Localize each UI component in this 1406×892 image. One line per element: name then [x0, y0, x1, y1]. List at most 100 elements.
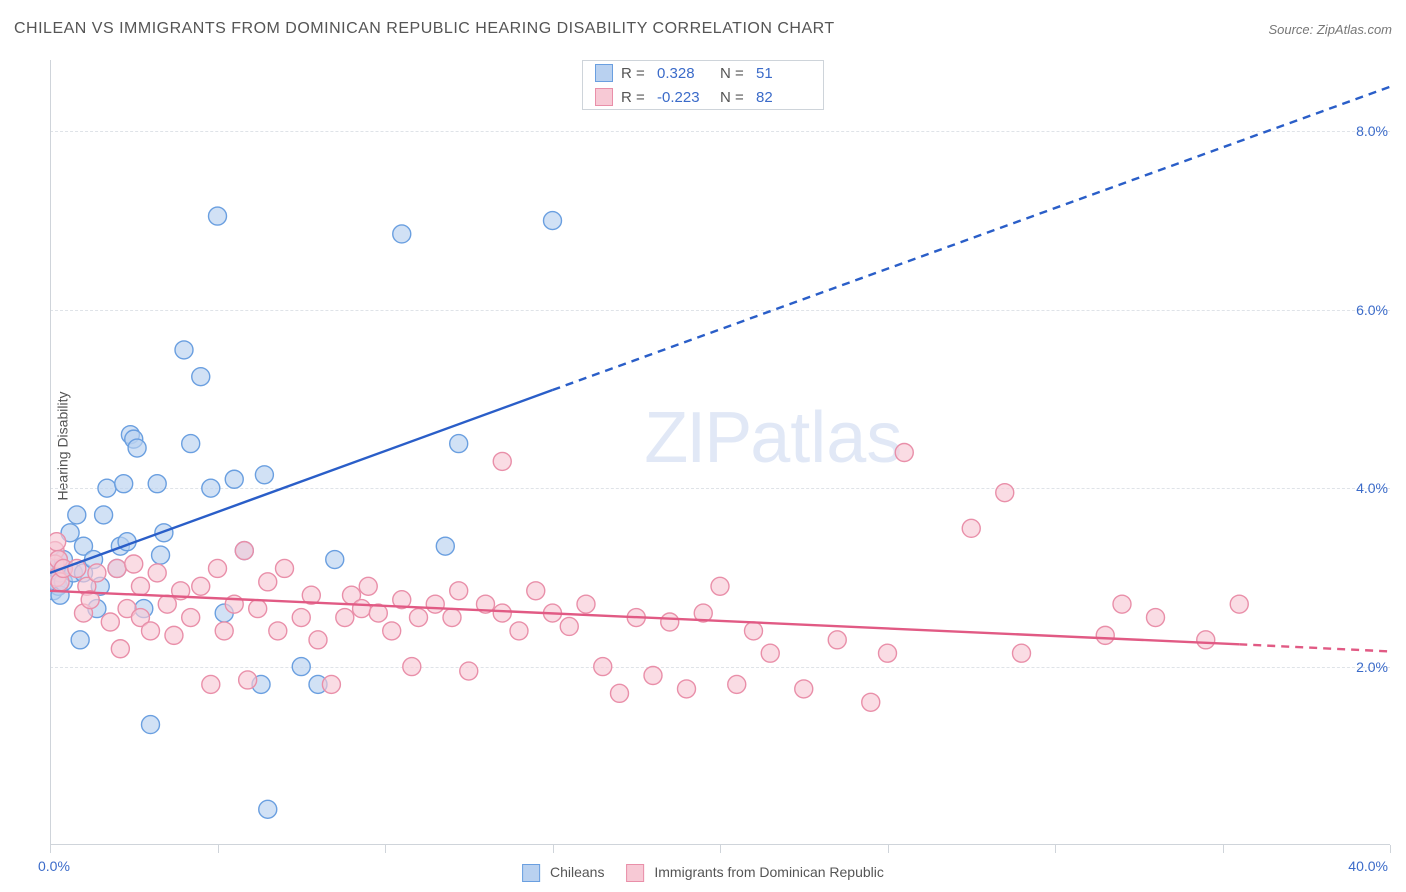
scatter-point [1013, 644, 1031, 662]
legend-swatch-chileans [595, 64, 613, 82]
scatter-point [450, 435, 468, 453]
scatter-point [202, 479, 220, 497]
scatter-point [895, 444, 913, 462]
scatter-point [128, 439, 146, 457]
scatter-point [50, 533, 66, 551]
scatter-point [158, 595, 176, 613]
x-tick [218, 845, 219, 853]
scatter-point [577, 595, 595, 613]
x-axis-max-label: 40.0% [1348, 858, 1388, 874]
scatter-point [309, 631, 327, 649]
scatter-point [255, 466, 273, 484]
scatter-point [131, 577, 149, 595]
chart-container: CHILEAN VS IMMIGRANTS FROM DOMINICAN REP… [0, 0, 1406, 892]
scatter-point [142, 622, 160, 640]
chart-title: CHILEAN VS IMMIGRANTS FROM DOMINICAN REP… [14, 20, 835, 38]
scatter-point [152, 546, 170, 564]
scatter-point [544, 212, 562, 230]
x-tick [50, 845, 51, 853]
scatter-point [443, 609, 461, 627]
legend-n-label: N = [720, 65, 748, 82]
scatter-point [510, 622, 528, 640]
scatter-point [142, 716, 160, 734]
scatter-point [711, 577, 729, 595]
scatter-point [326, 551, 344, 569]
scatter-point [862, 693, 880, 711]
x-tick [1223, 845, 1224, 853]
scatter-point [68, 506, 86, 524]
scatter-point [95, 506, 113, 524]
source-label: Source: ZipAtlas.com [1268, 22, 1392, 37]
scatter-point [209, 559, 227, 577]
scatter-point [249, 600, 267, 618]
x-tick [1390, 845, 1391, 853]
scatter-point [359, 577, 377, 595]
scatter-point [611, 684, 629, 702]
legend-stats-box: R = 0.328 N = 51 R = -0.223 N = 82 [582, 60, 824, 110]
x-tick [385, 845, 386, 853]
scatter-point [276, 559, 294, 577]
scatter-point [88, 564, 106, 582]
legend-r-value: 0.328 [657, 65, 712, 82]
x-tick [720, 845, 721, 853]
scatter-point [436, 537, 454, 555]
scatter-point [202, 675, 220, 693]
scatter-point [192, 368, 210, 386]
legend-r-value: -0.223 [657, 89, 712, 106]
trend-line-dash [553, 87, 1391, 390]
scatter-point [1113, 595, 1131, 613]
scatter-point [182, 609, 200, 627]
x-axis-min-label: 0.0% [38, 858, 70, 874]
scatter-point [594, 658, 612, 676]
scatter-point [450, 582, 468, 600]
chart-svg [50, 60, 1390, 845]
scatter-point [560, 617, 578, 635]
scatter-point [795, 680, 813, 698]
scatter-point [322, 675, 340, 693]
scatter-point [182, 435, 200, 453]
legend-r-label: R = [621, 89, 649, 106]
scatter-point [148, 564, 166, 582]
legend-swatch-chileans [522, 864, 540, 882]
scatter-point [215, 622, 233, 640]
scatter-point [71, 631, 89, 649]
legend-item-dominican: Immigrants from Dominican Republic [626, 864, 883, 882]
scatter-point [410, 609, 428, 627]
scatter-point [239, 671, 257, 689]
scatter-point [828, 631, 846, 649]
scatter-point [393, 225, 411, 243]
legend-label: Immigrants from Dominican Republic [654, 864, 884, 880]
scatter-point [148, 475, 166, 493]
scatter-point [996, 484, 1014, 502]
scatter-point [527, 582, 545, 600]
legend-label: Chileans [550, 864, 604, 880]
legend-n-value: 82 [756, 89, 811, 106]
scatter-point [259, 800, 277, 818]
scatter-point [1096, 626, 1114, 644]
legend-n-value: 51 [756, 65, 811, 82]
scatter-point [165, 626, 183, 644]
scatter-point [225, 470, 243, 488]
scatter-point [269, 622, 287, 640]
scatter-point [962, 519, 980, 537]
scatter-point [403, 658, 421, 676]
scatter-point [259, 573, 277, 591]
scatter-point [383, 622, 401, 640]
legend-n-label: N = [720, 89, 748, 106]
scatter-point [745, 622, 763, 640]
trend-line-dash [1239, 644, 1390, 651]
scatter-point [761, 644, 779, 662]
scatter-point [192, 577, 210, 595]
legend-swatch-dominican [626, 864, 644, 882]
legend-r-label: R = [621, 65, 649, 82]
legend-stats-row: R = 0.328 N = 51 [583, 61, 823, 85]
scatter-point [125, 555, 143, 573]
scatter-point [98, 479, 116, 497]
scatter-point [879, 644, 897, 662]
scatter-point [108, 559, 126, 577]
scatter-point [336, 609, 354, 627]
legend-stats-row: R = -0.223 N = 82 [583, 85, 823, 109]
scatter-point [101, 613, 119, 631]
scatter-point [678, 680, 696, 698]
scatter-point [292, 658, 310, 676]
